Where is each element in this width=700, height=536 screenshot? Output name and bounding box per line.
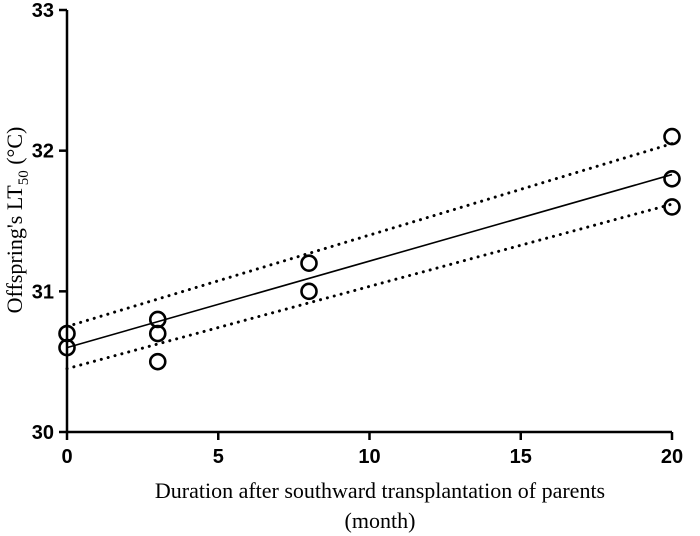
confidence-band-lower <box>65 202 674 371</box>
data-point <box>148 324 167 343</box>
axes <box>59 8 674 440</box>
data-point <box>300 254 318 273</box>
data-point <box>663 170 681 188</box>
y-tick-label: 32 <box>32 141 54 163</box>
y-axis-title-unit: (°C) <box>2 127 27 171</box>
y-tick-label: 30 <box>32 422 54 444</box>
y-tick-label: 31 <box>32 281 54 303</box>
y-axis-title-main: Offspring's LT <box>2 185 27 314</box>
x-tick-label: 15 <box>510 446 532 468</box>
regression-lines <box>65 142 674 371</box>
regression-line <box>66 173 673 349</box>
x-tick-label: 20 <box>661 446 683 468</box>
data-point <box>148 352 167 371</box>
data-point <box>663 127 681 146</box>
data-point <box>148 310 167 329</box>
tick-labels: 0 5 10 15 20 30 31 32 33 <box>32 0 683 468</box>
x-tick-label: 5 <box>213 446 224 468</box>
confidence-band-upper <box>65 142 674 328</box>
data-point <box>58 324 76 343</box>
x-axis-title-line1: Duration after southward transplantation… <box>155 478 605 503</box>
data-points <box>58 127 681 371</box>
y-tick-label: 33 <box>32 0 54 22</box>
data-point <box>663 198 681 216</box>
data-point <box>300 282 318 301</box>
x-axis-title-line2: (month) <box>345 508 416 533</box>
y-axis-title: Offspring's LT50 (°C) <box>2 127 32 314</box>
x-tick-label: 0 <box>61 446 72 468</box>
x-tick-label: 10 <box>358 446 380 468</box>
y-axis-title-subscript: 50 <box>16 170 32 185</box>
